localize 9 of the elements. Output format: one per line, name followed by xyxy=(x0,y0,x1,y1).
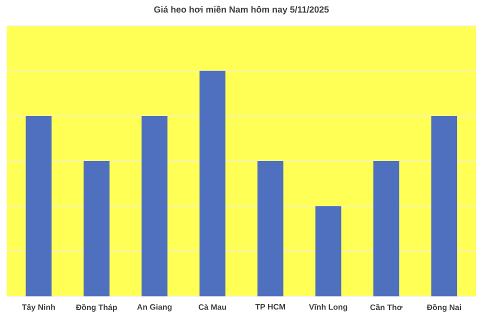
bar xyxy=(257,160,284,296)
bar xyxy=(84,160,110,296)
bar xyxy=(431,116,458,296)
bar xyxy=(26,116,52,296)
bar xyxy=(373,160,400,296)
bar xyxy=(315,206,342,296)
chart-title: Giá heo hơi miền Nam hôm nay 5/11/2025 xyxy=(154,6,329,14)
bar xyxy=(142,116,168,296)
bar xyxy=(200,70,226,296)
